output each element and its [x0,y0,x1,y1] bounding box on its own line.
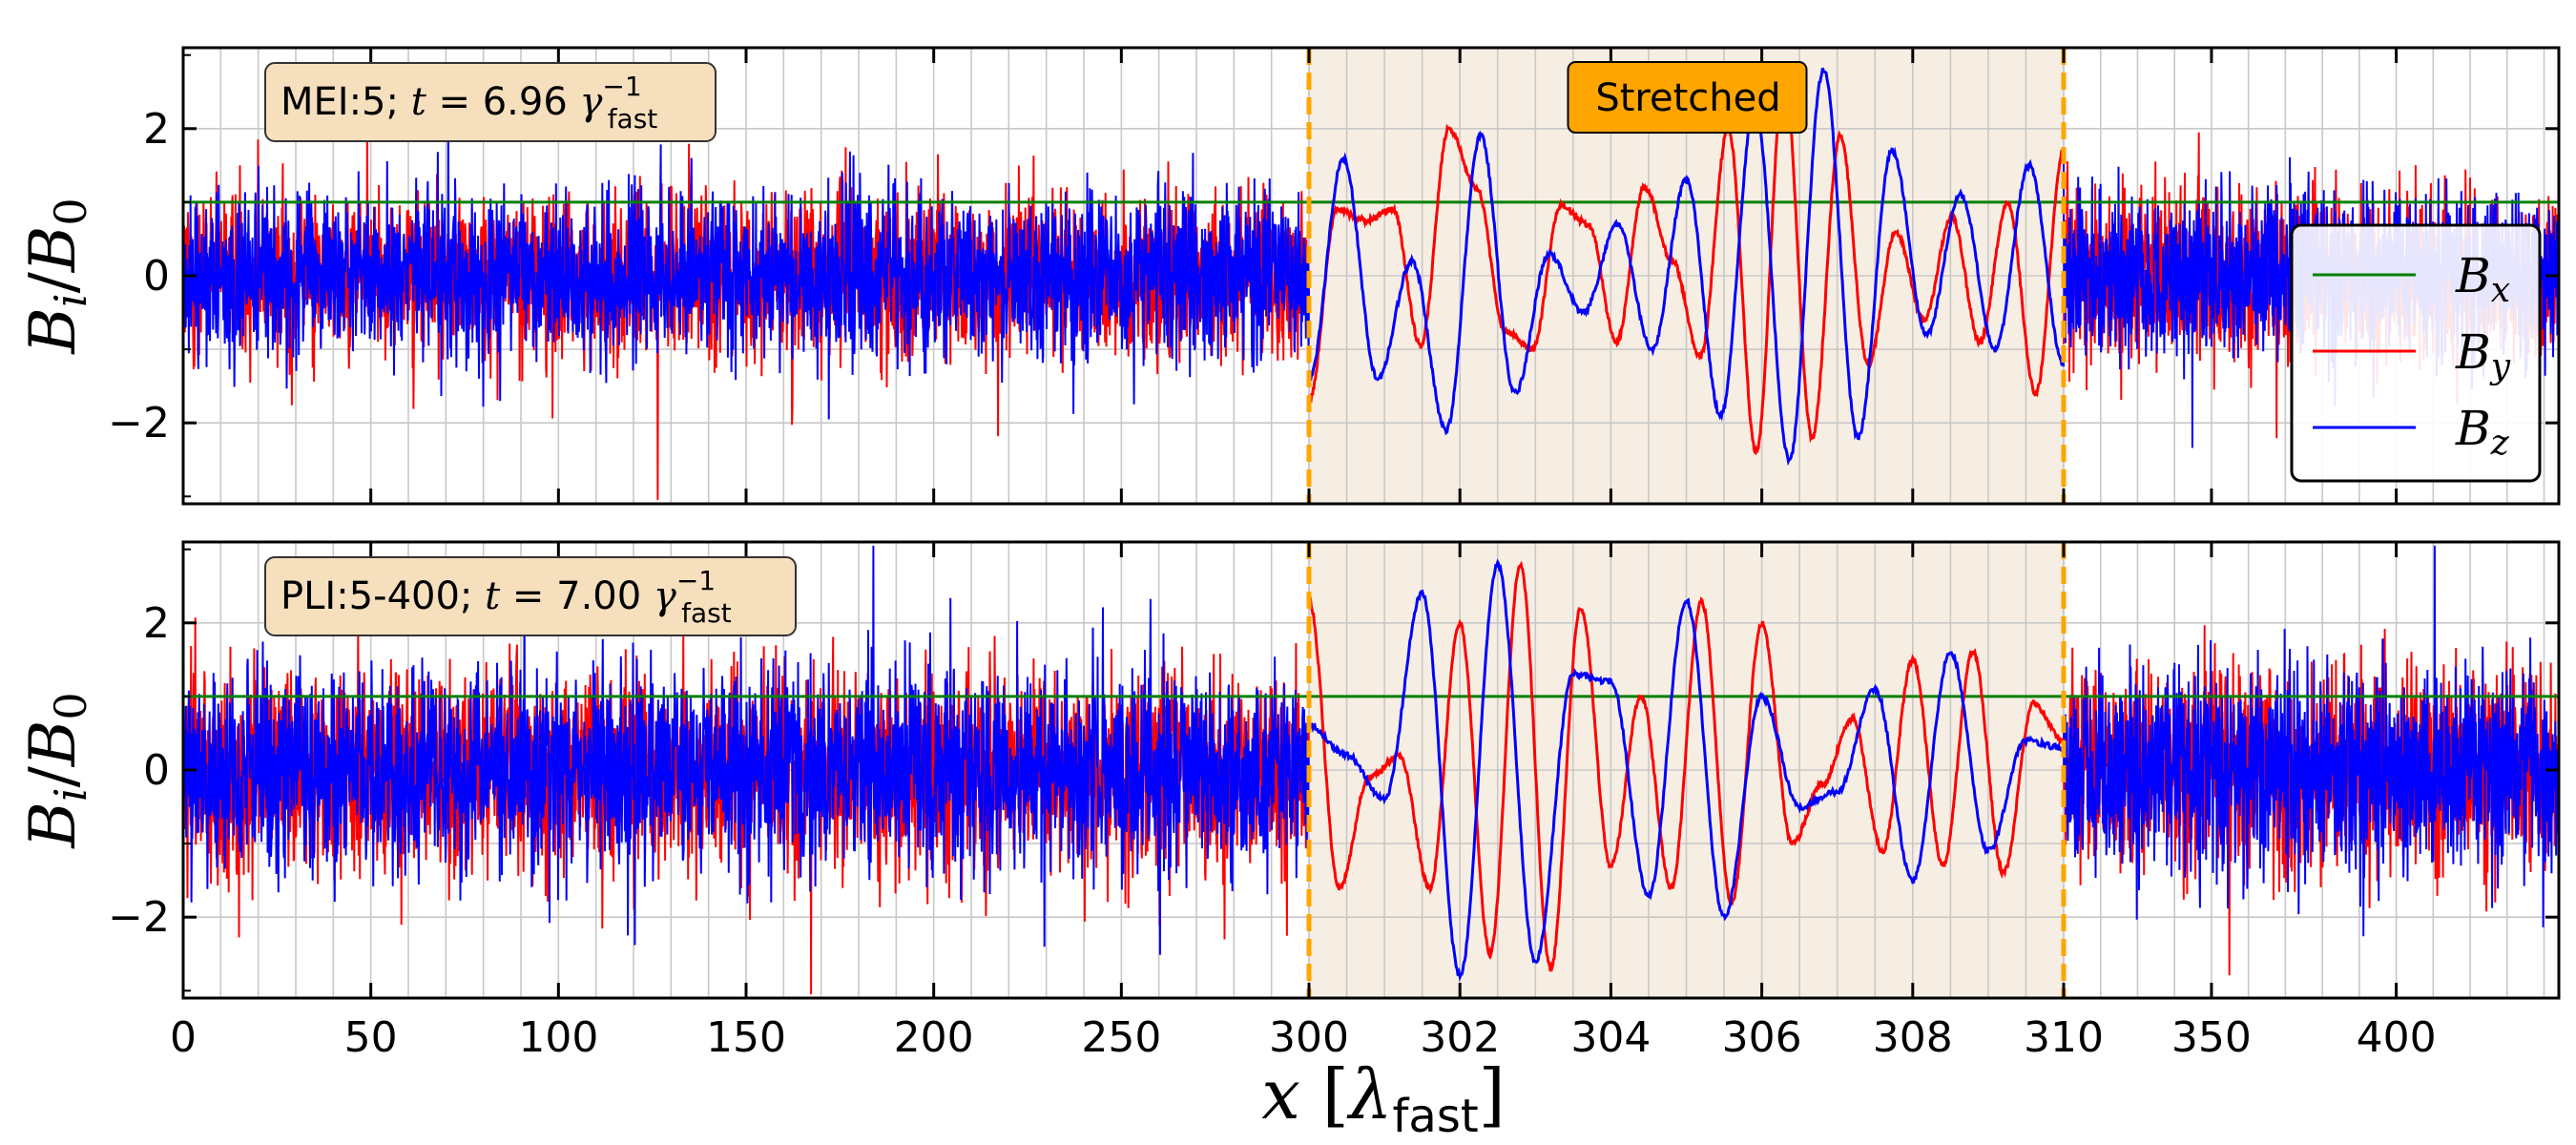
Bz-noise-right [2063,545,2560,937]
y-axis-label: Bi/B0 [16,692,96,848]
legend-label-z: Bz [2455,401,2510,463]
Bz-noise-left [182,127,1310,420]
stretched-label: Stretched [1595,76,1780,120]
x-tick-label: 300 [1269,1013,1349,1062]
bottom-panel: −2 0 2 Bi/B0 PLI:5-400; t = 7.00 γ−1 fast [16,540,2561,1000]
info-box [264,62,717,142]
x-tick-label: 250 [1081,1013,1161,1062]
x-tick-label: 350 [2171,1013,2252,1062]
legend-label-x: Bx [2455,248,2510,310]
stretched-label-box [1567,61,1808,134]
y-axis-label: Bi/B0 [16,198,96,354]
x-tick-label: 100 [518,1013,598,1062]
x-tick-label: 308 [1873,1013,1953,1062]
y-tick-label: 2 [143,599,170,648]
y-tick-label: 0 [143,252,170,301]
By-line [1307,560,2066,972]
x-tick-label: 200 [894,1013,974,1062]
x-tick-label: 306 [1722,1013,1802,1062]
top-panel: −2 0 2 Bi/B0 MEI:5; t = 6.96 γ−1 fast Stretche… [16,46,2561,506]
info-box-text: PLI:5-400; t = 7.00 γ−1 fast [280,565,732,629]
x-tick-label: 400 [2357,1013,2437,1062]
y-tick-label: −2 [108,399,170,448]
x-tick-label: 302 [1420,1013,1500,1062]
Bz-line [1307,558,2066,982]
Bz-noise-left [182,545,1310,955]
x-tick-label: 0 [170,1013,197,1062]
legend [2290,223,2542,483]
x-tick-label: 310 [2024,1013,2104,1062]
legend-label-y: By [2455,324,2511,386]
x-tick-label: 304 [1570,1013,1651,1062]
y-tick-label: 0 [143,746,170,795]
y-tick-label: 2 [143,105,170,154]
Bz-line [1307,67,2066,467]
info-box-text: MEI:5; t = 6.96 γ−1 fast [280,71,657,135]
y-tick-label: −2 [108,893,170,942]
x-tick-label: 50 [344,1013,398,1062]
info-box [264,556,797,636]
x-tick-label: 150 [706,1013,786,1062]
By-line [1307,73,2066,456]
x-axis: 0 50 100 150 200 250 300 302 304 306 308 310 350 400 x… [170,1013,2437,1143]
x-axis-label: x [λfast] [1261,1054,1505,1143]
